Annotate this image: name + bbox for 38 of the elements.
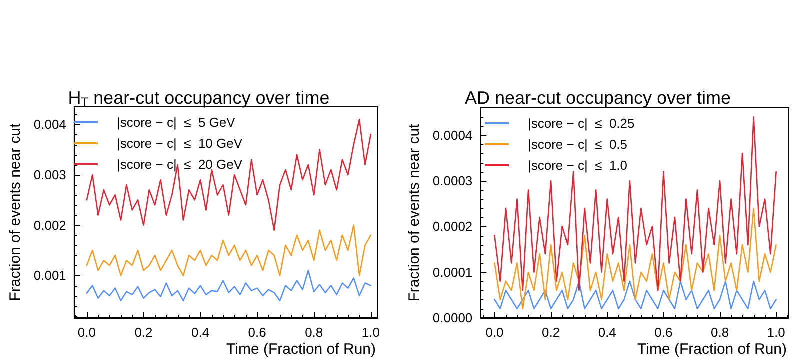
legend-label: |score − c| ≤ 5 GeV bbox=[117, 115, 236, 130]
y-tick-label: 0.001 bbox=[34, 268, 66, 284]
x-tick-label: 1.0 bbox=[767, 325, 786, 340]
x-tick-label: 0.2 bbox=[134, 325, 153, 340]
y-tick-label: 0.0003 bbox=[432, 174, 473, 189]
y-axis-title: Fraction of events near cut bbox=[7, 122, 24, 302]
x-tick-label: 0.2 bbox=[542, 325, 560, 340]
y-tick-label: 0.0001 bbox=[432, 264, 473, 280]
legend-label: |score − c| ≤ 0.5 bbox=[528, 137, 628, 152]
x-tick-label: 0.6 bbox=[654, 325, 673, 340]
y-tick-label: 0.0000 bbox=[432, 310, 473, 326]
y-tick-label: 0.0002 bbox=[432, 219, 473, 234]
y-tick-label: 0.002 bbox=[34, 218, 66, 233]
legend-label: |score − c| ≤ 20 GeV bbox=[117, 157, 243, 172]
line-series bbox=[86, 270, 372, 302]
x-tick-label: 0.0 bbox=[486, 325, 504, 340]
legend-label: |score − c| ≤ 0.25 bbox=[528, 116, 635, 131]
y-tick-label: 0.003 bbox=[34, 167, 66, 182]
line-series bbox=[86, 118, 372, 232]
x-tick-label: 0.8 bbox=[305, 325, 324, 340]
line-series bbox=[86, 224, 372, 276]
line-series bbox=[494, 280, 777, 310]
x-axis-title: Time (Fraction of Run) bbox=[638, 341, 787, 358]
x-tick-label: 0.6 bbox=[248, 325, 266, 340]
legend-label: |score − c| ≤ 10 GeV bbox=[117, 136, 243, 151]
x-tick-label: 1.0 bbox=[362, 325, 380, 340]
y-axis-title: Fraction of events near cut bbox=[406, 123, 423, 302]
line-series bbox=[494, 208, 777, 310]
x-tick-label: 0.0 bbox=[78, 325, 96, 340]
x-tick-label: 0.4 bbox=[598, 325, 616, 340]
chart-title: AD near-cut occupancy over time bbox=[464, 88, 732, 108]
legend-label: |score − c| ≤ 1.0 bbox=[528, 158, 628, 173]
y-tick-label: 0.0004 bbox=[432, 128, 473, 143]
x-axis-title: Time (Fraction of Run) bbox=[226, 341, 376, 358]
x-tick-label: 0.8 bbox=[710, 325, 730, 340]
x-tick-label: 0.4 bbox=[191, 325, 210, 340]
line-series bbox=[494, 116, 777, 292]
y-tick-label: 0.004 bbox=[34, 117, 66, 132]
